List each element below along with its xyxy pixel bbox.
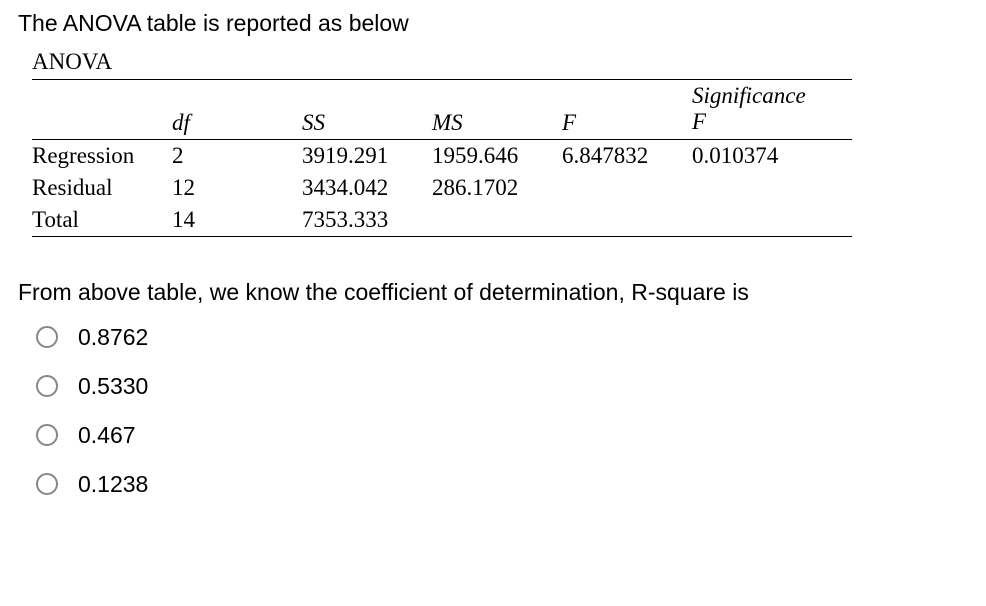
cell-df: 14	[172, 204, 302, 237]
table-row: Total 14 7353.333	[32, 204, 852, 237]
intro-text: The ANOVA table is reported as below	[18, 10, 968, 37]
header-sig-line1: Significance	[692, 83, 806, 108]
cell-df: 2	[172, 139, 302, 172]
table-row: Residual 12 3434.042 286.1702	[32, 172, 852, 204]
cell-ss: 3919.291	[302, 139, 432, 172]
question-text: From above table, we know the coefficien…	[18, 279, 968, 306]
cell-f	[562, 172, 692, 204]
option-label: 0.8762	[78, 324, 148, 351]
header-sig-line2: F	[692, 109, 706, 134]
header-ss: SS	[302, 80, 432, 140]
option-2[interactable]: 0.5330	[36, 373, 968, 400]
option-1[interactable]: 0.8762	[36, 324, 968, 351]
option-3[interactable]: 0.467	[36, 422, 968, 449]
cell-label: Total	[32, 204, 172, 237]
option-label: 0.5330	[78, 373, 148, 400]
option-4[interactable]: 0.1238	[36, 471, 968, 498]
anova-title: ANOVA	[32, 49, 968, 75]
header-blank	[32, 80, 172, 140]
cell-df: 12	[172, 172, 302, 204]
header-df: df	[172, 80, 302, 140]
cell-f	[562, 204, 692, 237]
table-row: Regression 2 3919.291 1959.646 6.847832 …	[32, 139, 852, 172]
header-ms: MS	[432, 80, 562, 140]
radio-icon[interactable]	[36, 375, 58, 397]
cell-ss: 3434.042	[302, 172, 432, 204]
radio-icon[interactable]	[36, 473, 58, 495]
cell-ms	[432, 204, 562, 237]
cell-ms: 286.1702	[432, 172, 562, 204]
anova-table: df SS MS F Significance F Regression 2 3…	[32, 79, 852, 237]
cell-label: Residual	[32, 172, 172, 204]
option-label: 0.467	[78, 422, 136, 449]
header-sig: Significance F	[692, 80, 852, 140]
header-f: F	[562, 80, 692, 140]
cell-sig	[692, 172, 852, 204]
radio-icon[interactable]	[36, 326, 58, 348]
cell-sig: 0.010374	[692, 139, 852, 172]
cell-ms: 1959.646	[432, 139, 562, 172]
radio-icon[interactable]	[36, 424, 58, 446]
options-group: 0.8762 0.5330 0.467 0.1238	[36, 324, 968, 498]
table-header-row: df SS MS F Significance F	[32, 80, 852, 140]
cell-f: 6.847832	[562, 139, 692, 172]
option-label: 0.1238	[78, 471, 148, 498]
cell-ss: 7353.333	[302, 204, 432, 237]
cell-label: Regression	[32, 139, 172, 172]
cell-sig	[692, 204, 852, 237]
